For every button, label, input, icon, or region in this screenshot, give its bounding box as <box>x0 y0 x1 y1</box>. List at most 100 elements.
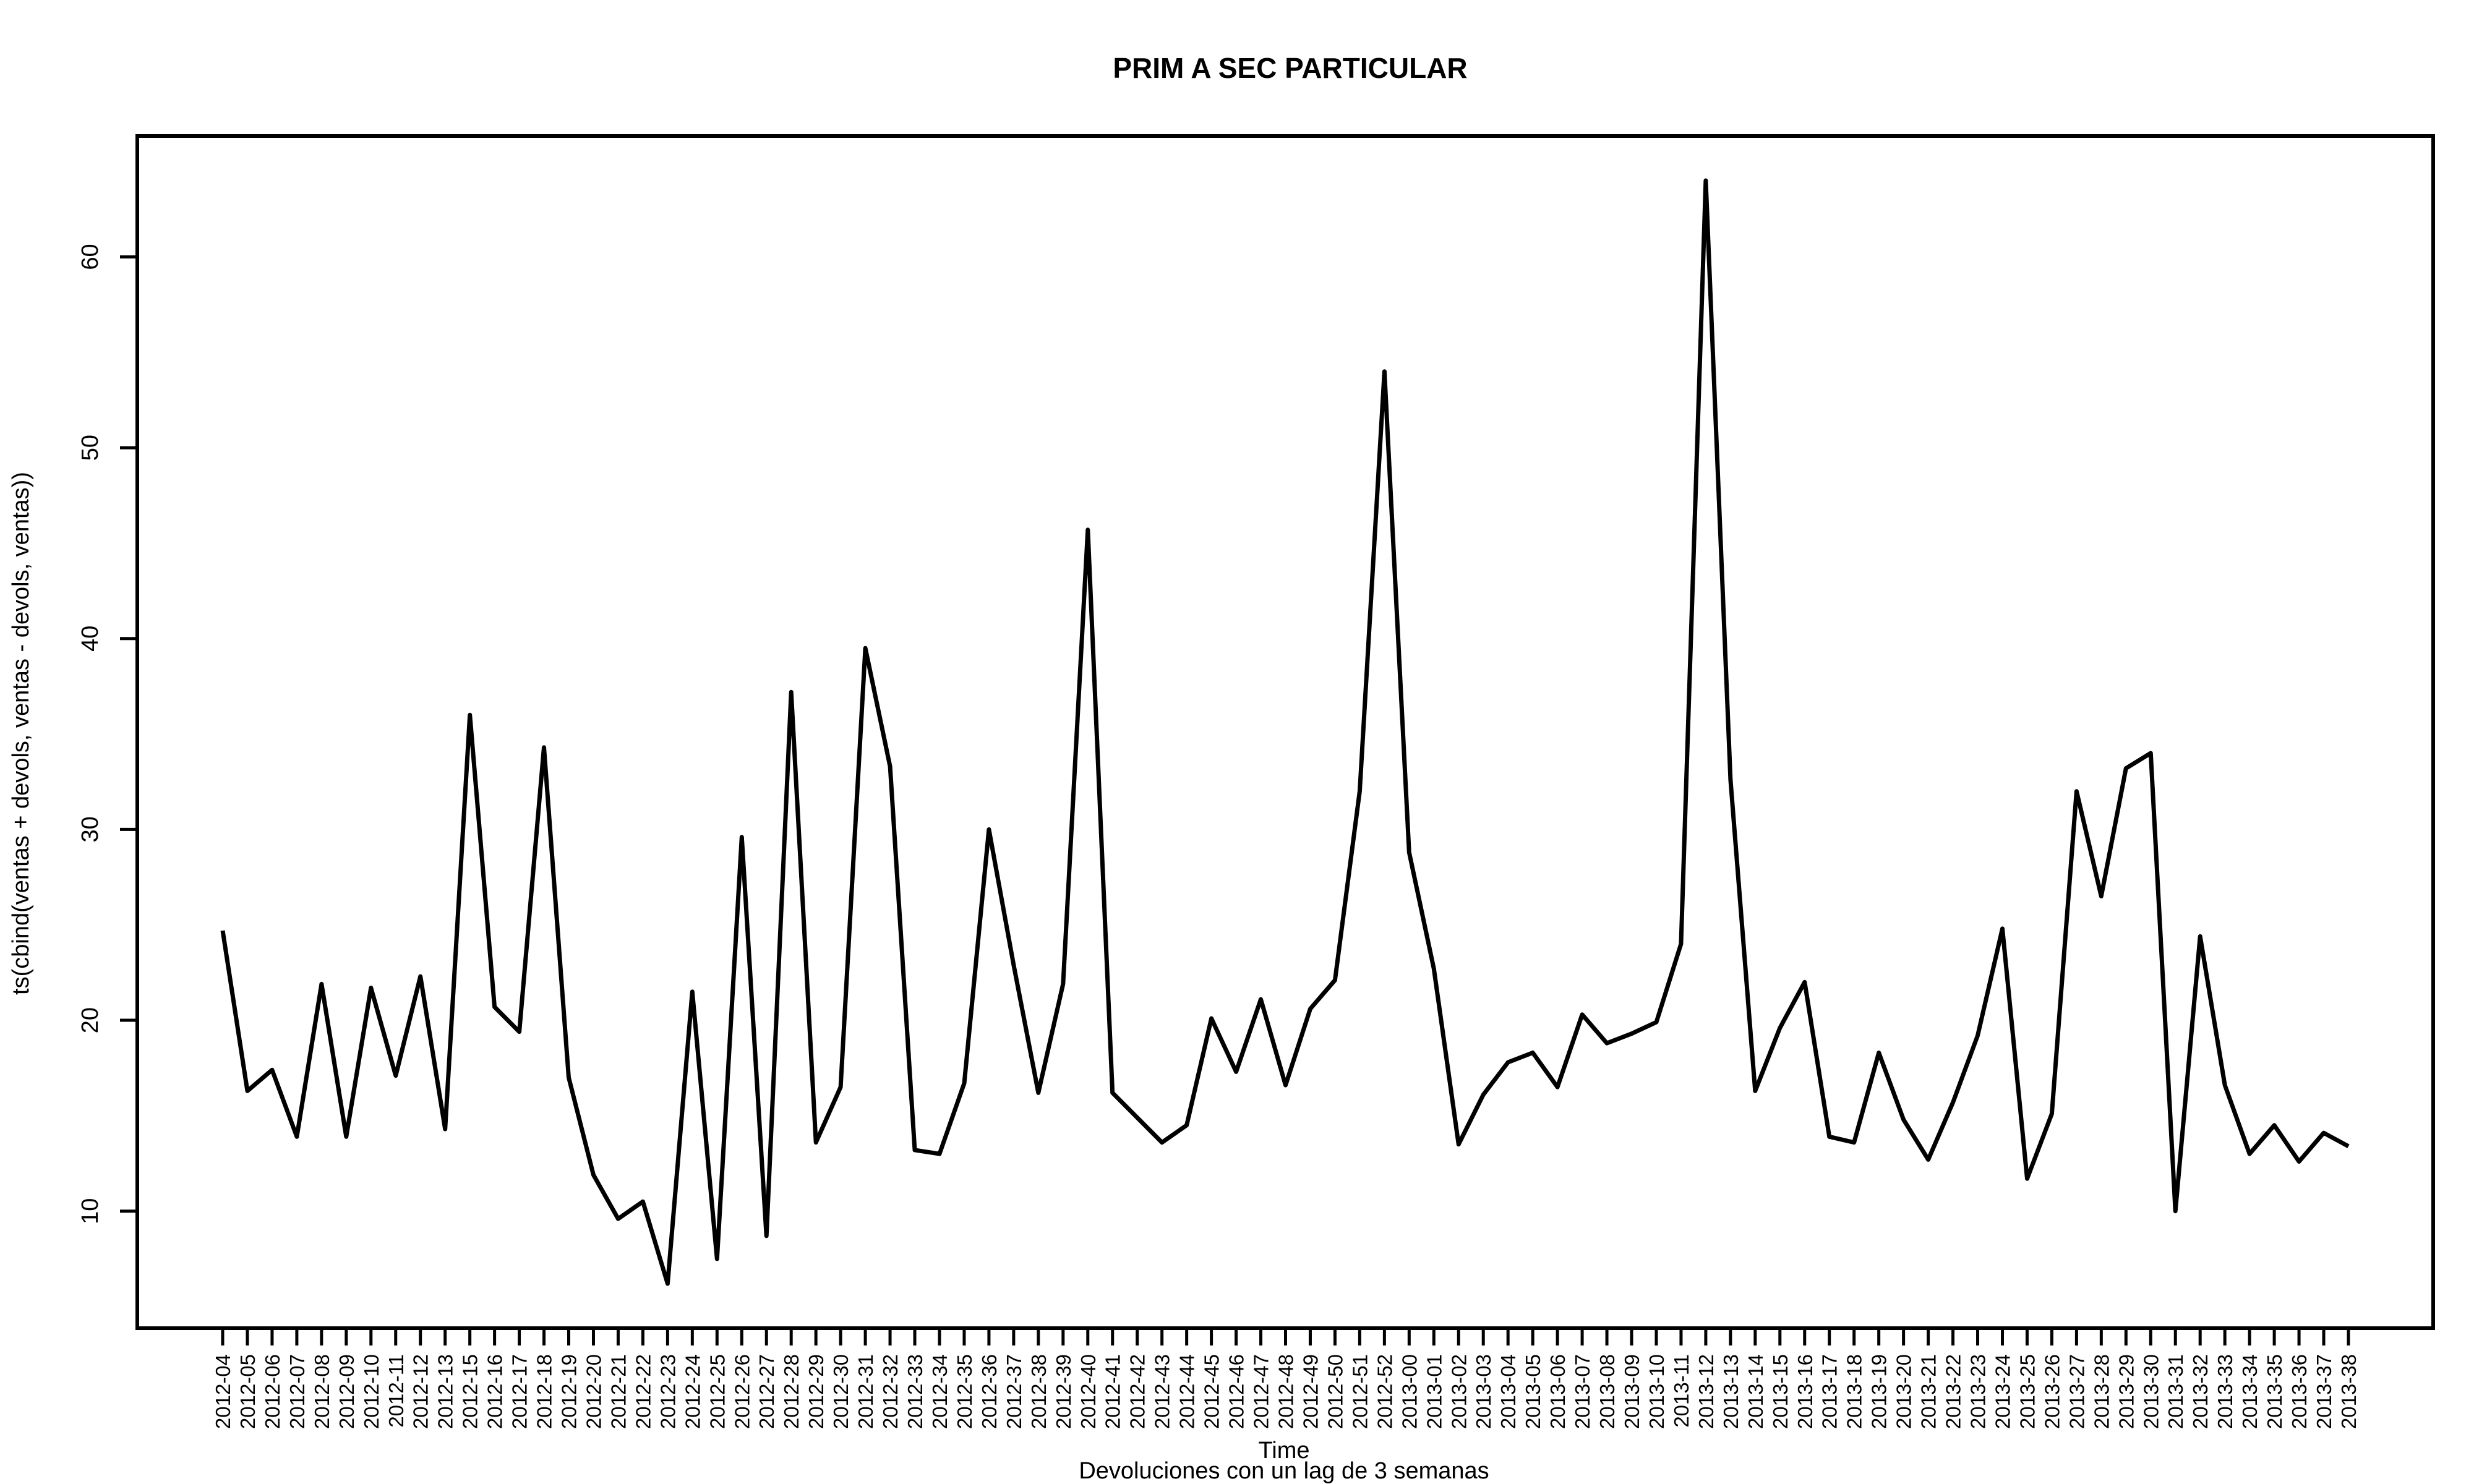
x-tick-label: 2013-28 <box>2090 1354 2113 1429</box>
x-tick-label: 2012-36 <box>978 1354 1001 1429</box>
x-tick-label: 2012-21 <box>607 1354 630 1429</box>
y-tick-label: 50 <box>77 435 103 461</box>
x-axis-subtitle: Devoluciones con un lag de 3 semanas <box>1079 1458 1489 1484</box>
x-tick-label: 2012-30 <box>829 1354 852 1429</box>
x-tick-label: 2013-19 <box>1868 1354 1891 1429</box>
x-tick-label: 2012-08 <box>310 1354 333 1429</box>
x-tick-label: 2012-35 <box>953 1354 976 1429</box>
y-tick-label: 40 <box>77 626 103 652</box>
y-tick-label: 30 <box>77 816 103 842</box>
x-tick-label: 2012-40 <box>1077 1354 1100 1429</box>
x-tick-label: 2013-06 <box>1546 1354 1569 1429</box>
x-tick-label: 2012-28 <box>780 1354 803 1429</box>
x-tick-label: 2012-32 <box>879 1354 902 1429</box>
x-tick-label: 2013-14 <box>1744 1354 1767 1429</box>
x-tick-label: 2012-26 <box>730 1354 753 1429</box>
x-tick-label: 2013-25 <box>2016 1354 2039 1429</box>
chart-title: PRIM A SEC PARTICULAR <box>1113 52 1467 84</box>
x-tick-label: 2013-04 <box>1497 1354 1520 1429</box>
x-tick-label: 2013-32 <box>2189 1354 2212 1429</box>
x-tick-label: 2012-38 <box>1027 1354 1050 1429</box>
x-tick-label: 2013-10 <box>1645 1354 1668 1429</box>
x-tick-label: 2012-09 <box>335 1354 358 1429</box>
y-tick-label: 10 <box>77 1198 103 1224</box>
x-tick-label: 2013-24 <box>1991 1354 2014 1429</box>
x-tick-label: 2012-52 <box>1373 1354 1396 1429</box>
series-layer <box>220 178 2350 1286</box>
x-tick-label: 2013-17 <box>1818 1354 1841 1429</box>
x-tick-label: 2013-09 <box>1620 1354 1643 1429</box>
x-tick-label: 2013-34 <box>2238 1354 2261 1429</box>
x-tick-label: 2012-18 <box>533 1354 556 1429</box>
y-tick-label: 20 <box>77 1007 103 1033</box>
x-tick-label: 2012-22 <box>631 1354 654 1429</box>
x-tick-label: 2012-47 <box>1250 1354 1273 1429</box>
x-tick-label: 2012-44 <box>1176 1354 1199 1429</box>
x-tick-label: 2012-43 <box>1151 1354 1174 1429</box>
x-tick-label: 2013-02 <box>1447 1354 1470 1429</box>
x-tick-label: 2013-12 <box>1695 1354 1718 1429</box>
x-tick-label: 2012-12 <box>409 1354 432 1429</box>
x-tick-label: 2012-41 <box>1102 1354 1124 1429</box>
x-tick-label: 2012-07 <box>286 1354 309 1429</box>
x-tick-label: 2012-33 <box>904 1354 927 1429</box>
x-tick-label: 2012-39 <box>1052 1354 1075 1429</box>
x-tick-label: 2012-05 <box>236 1354 259 1429</box>
x-tick-label: 2013-36 <box>2288 1354 2311 1429</box>
plot-frame <box>135 134 2435 1330</box>
x-tick-label: 2013-26 <box>2040 1354 2063 1429</box>
x-tick-label: 2013-13 <box>1719 1354 1742 1429</box>
x-tick-label: 2012-13 <box>434 1354 457 1429</box>
x-tick-label: 2013-20 <box>1893 1354 1915 1429</box>
x-tick-label: 2013-16 <box>1794 1354 1817 1429</box>
x-tick-label: 2013-35 <box>2263 1354 2286 1429</box>
x-tick-label: 2013-07 <box>1571 1354 1594 1429</box>
x-tick-label: 2013-31 <box>2164 1354 2187 1429</box>
x-tick-label: 2012-23 <box>656 1354 679 1429</box>
x-tick-label: 2012-25 <box>706 1354 729 1429</box>
x-tick-label: 2012-49 <box>1299 1354 1322 1429</box>
x-tick-label: 2013-18 <box>1843 1354 1866 1429</box>
x-tick-label: 2013-27 <box>2065 1354 2088 1429</box>
x-tick-label: 2012-17 <box>508 1354 531 1429</box>
x-tick-label: 2013-30 <box>2139 1354 2162 1429</box>
x-axis: 2012-04 2012-05 2012-06 2012-07 2012-08 2012-… <box>212 1326 2360 1429</box>
x-tick-label: 2012-29 <box>805 1354 828 1429</box>
x-tick-label: 2012-15 <box>459 1354 482 1429</box>
x-tick-label: 2012-27 <box>755 1354 778 1429</box>
x-tick-label: 2013-33 <box>2214 1354 2236 1429</box>
x-tick-label: 2012-37 <box>1003 1354 1025 1429</box>
x-tick-label: 2012-48 <box>1275 1354 1298 1429</box>
y-axis: 10 20 30 40 50 60 <box>77 244 139 1224</box>
y-tick-label: 60 <box>77 244 103 270</box>
x-tick-label: 2012-19 <box>558 1354 581 1429</box>
x-tick-label: 2012-34 <box>928 1354 951 1429</box>
x-tick-label: 2012-42 <box>1126 1354 1149 1429</box>
x-tick-label: 2012-16 <box>484 1354 507 1429</box>
x-tick-label: 2013-23 <box>1967 1354 1990 1429</box>
x-tick-label: 2012-50 <box>1324 1354 1346 1429</box>
x-tick-label: 2013-21 <box>1917 1354 1940 1429</box>
x-tick-label: 2012-20 <box>582 1354 605 1429</box>
x-tick-label: 2012-24 <box>681 1354 704 1429</box>
x-tick-label: 2013-38 <box>2337 1354 2360 1429</box>
series-line-0 <box>220 178 2350 1286</box>
x-tick-label: 2013-08 <box>1596 1354 1619 1429</box>
x-axis-label: Time <box>1258 1438 1309 1464</box>
x-tick-label: 2013-37 <box>2313 1354 2335 1429</box>
x-tick-label: 2012-51 <box>1348 1354 1371 1429</box>
x-tick-label: 2012-11 <box>385 1354 408 1428</box>
x-tick-label: 2012-46 <box>1225 1354 1248 1429</box>
x-tick-label: 2013-15 <box>1769 1354 1792 1429</box>
x-tick-label: 2013-11 <box>1670 1354 1693 1428</box>
x-tick-label: 2012-31 <box>854 1354 877 1429</box>
x-tick-label: 2013-00 <box>1398 1354 1421 1429</box>
y-axis-label: ts(cbind(ventas + devols, ventas - devol… <box>8 472 34 995</box>
x-tick-label: 2012-45 <box>1201 1354 1223 1429</box>
x-tick-label: 2013-22 <box>1942 1354 1965 1429</box>
x-tick-label: 2013-29 <box>2115 1354 2138 1429</box>
x-tick-label: 2012-06 <box>261 1354 284 1429</box>
x-tick-label: 2012-10 <box>360 1354 383 1429</box>
x-tick-label: 2013-03 <box>1472 1354 1495 1429</box>
